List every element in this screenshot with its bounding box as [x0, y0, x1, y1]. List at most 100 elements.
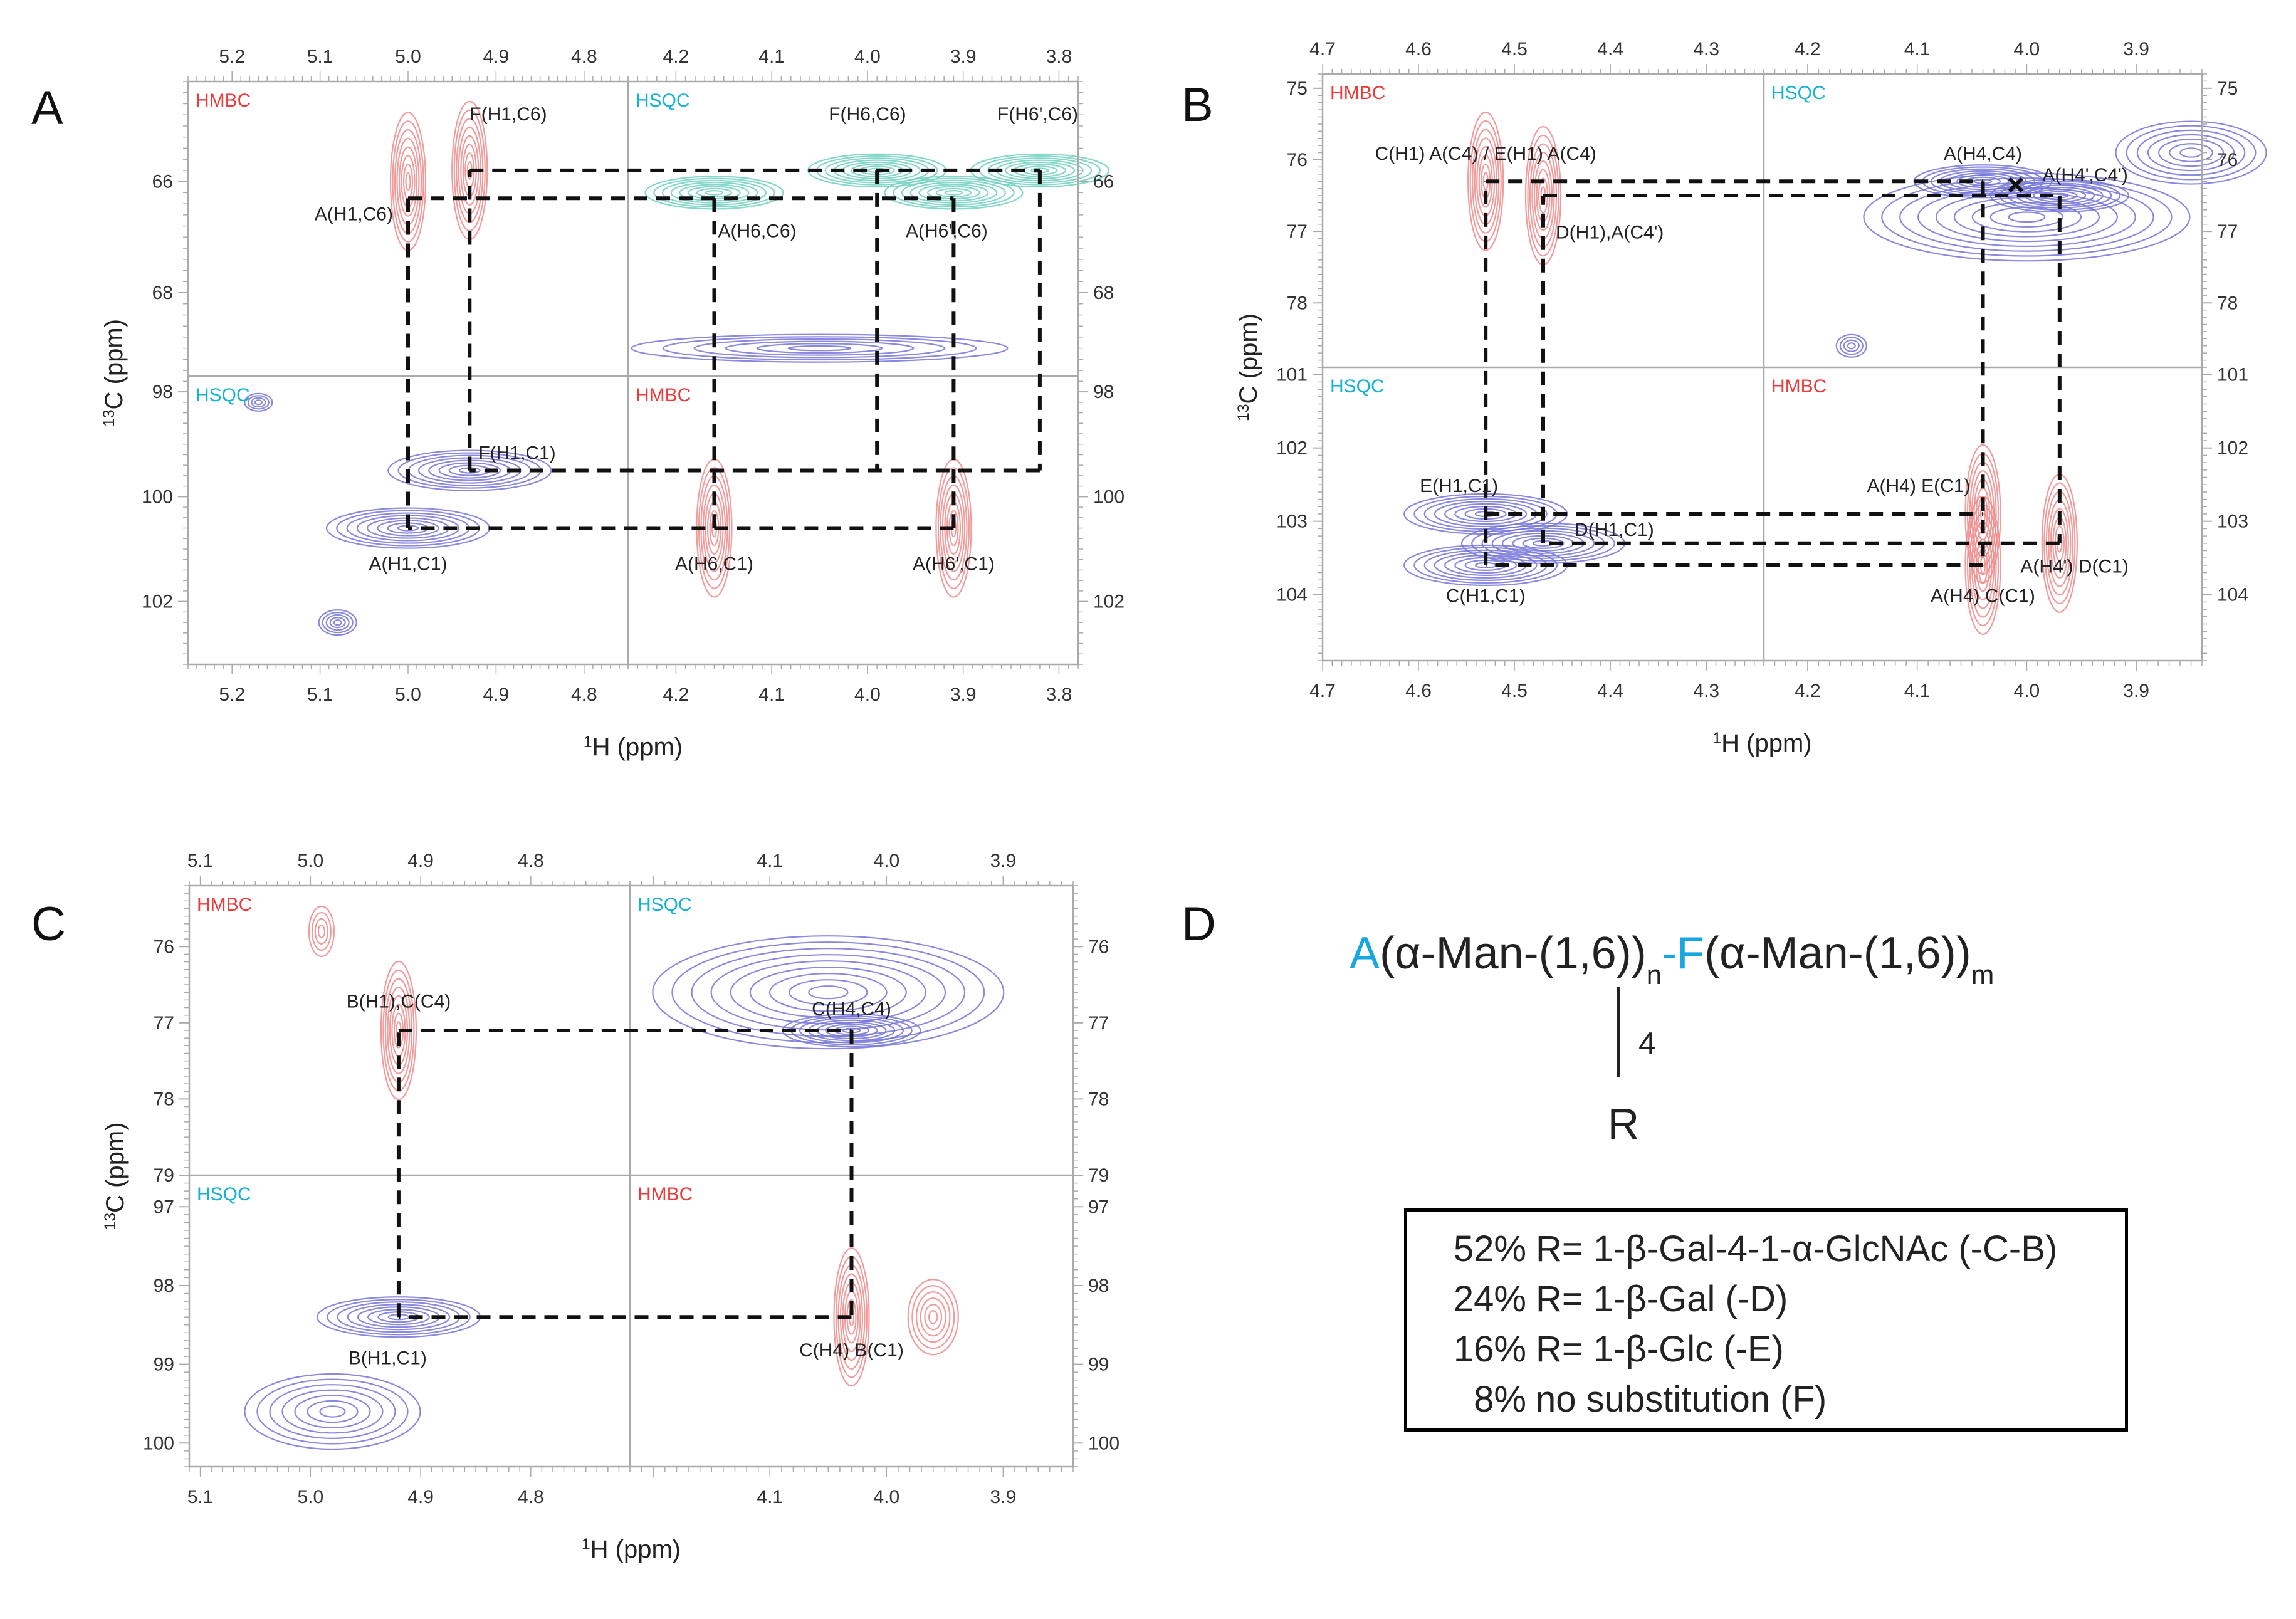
x-tick-label: 4.2	[1795, 39, 1821, 60]
peak-annotation: A(H6',C1)	[913, 553, 995, 574]
y-tick-label: 100	[1093, 486, 1124, 507]
x-tick-label: 4.2	[663, 684, 689, 705]
y-tick-label: 79	[154, 1165, 174, 1186]
quadrant-label: HMBC	[197, 894, 252, 915]
x-tick-label: 4.6	[1405, 681, 1432, 701]
peak-annotation: F(H1,C6)	[469, 104, 547, 125]
y-tick-label: 77	[1088, 1013, 1109, 1034]
x-tick-label: 3.8	[1046, 684, 1072, 705]
contour-ring	[907, 1279, 959, 1356]
table-row: 24% R= 1-β-Gal (-D)	[1407, 1274, 2125, 1324]
panel-letter: D	[1182, 898, 1216, 951]
x-tick-label: 4.2	[663, 46, 689, 67]
contour-ring	[693, 338, 946, 359]
x-tick-label: 3.9	[950, 46, 977, 67]
x-tick-label: 4.1	[1904, 39, 1931, 60]
y-tick-label: 100	[143, 1433, 174, 1454]
contour-ring	[1953, 197, 2100, 238]
contour-feature	[244, 392, 273, 412]
contour-ring	[405, 172, 411, 191]
contour-ring	[244, 392, 273, 412]
y-tick-label: 78	[154, 1089, 174, 1109]
correlation-lines	[1484, 179, 2062, 567]
y-tick-label: 77	[2217, 221, 2238, 242]
contour-ring	[1835, 333, 1867, 358]
contour-ring	[652, 935, 1005, 1050]
x-tick-label: 3.9	[950, 684, 977, 705]
nmr-panel-A: 5.2 5.2 5.1 5.1 5.0 5.0 4.9 4.9 4.8 4.8 4.2 4.2 4.1 4…	[100, 46, 1124, 761]
contour-ring	[308, 905, 335, 958]
y-tick-label: 102	[1093, 592, 1124, 612]
x-tick-label: 4.7	[1309, 39, 1336, 60]
peak-annotation: E(H1,C1)	[1420, 476, 1498, 496]
y-tick-label: 76	[2217, 150, 2238, 170]
x-tick-label: 4.4	[1597, 39, 1623, 60]
contour-ring	[2115, 120, 2267, 185]
formula: A(α-Man-(1,6))n-F(α-Man-(1,6))m 4 R	[1350, 928, 1994, 1148]
table-percent: 52%	[1453, 1229, 1526, 1269]
peak-annotation: A(H6,C6)	[718, 221, 796, 241]
contour-ring	[322, 611, 354, 634]
y-tick-label: 101	[1276, 365, 1308, 385]
peak-annotation: F(H6,C6)	[829, 104, 906, 125]
contour-ring	[1839, 337, 1864, 355]
contour-ring	[911, 1285, 955, 1349]
axis-label-text: 13C (ppm)	[102, 1122, 129, 1230]
table-row: 16% R= 1-β-Glc (-E)	[1407, 1324, 2125, 1375]
contour-ring	[808, 985, 849, 1000]
x-tick-label: 3.9	[2123, 39, 2149, 60]
y-tick-label: 66	[152, 172, 173, 192]
y-tick-label: 99	[154, 1354, 174, 1375]
contour-ring	[1527, 134, 1559, 257]
contour-ring	[2157, 139, 2225, 167]
y-tick-label: 66	[1093, 172, 1114, 192]
peak-annotation: A(H4) E(C1)	[1867, 476, 1970, 496]
y-tick-label: 102	[2217, 438, 2248, 459]
contour-ring	[924, 1304, 943, 1331]
y-axis-label: 13C (ppm)	[100, 319, 128, 427]
marker-cross	[2008, 177, 2024, 193]
peak-annotation: A(H4,C4)	[1944, 144, 2022, 164]
x-tick-label: 4.1	[758, 684, 785, 705]
contour-ring	[944, 190, 963, 196]
quadrant-label: HMBC	[1330, 83, 1385, 103]
contour-feature	[318, 609, 357, 636]
correlation-lines	[406, 168, 1042, 530]
contour-ring	[1467, 112, 1504, 251]
quadrant-label: HMBC	[637, 1184, 693, 1205]
contour-ring	[730, 960, 926, 1025]
y-tick-label: 68	[1093, 283, 1114, 303]
x-tick-label: 4.5	[1501, 681, 1528, 701]
contour-ring	[1964, 495, 2001, 636]
contour-ring	[1444, 503, 1528, 525]
branch-substituent: R	[1608, 1099, 1640, 1148]
contour-ring	[2179, 147, 2203, 158]
y-tick-label: 104	[2217, 585, 2248, 605]
peak-annotation: A(H6,C1)	[675, 553, 753, 574]
y-tick-label: 98	[1088, 1276, 1109, 1296]
contour-feature	[308, 905, 335, 958]
peak-annotation: C(H4,C4)	[812, 999, 891, 1020]
contour-ring	[787, 345, 852, 352]
x-tick-label: 4.8	[571, 46, 597, 67]
peak-annotation: F(H6',C6)	[997, 104, 1078, 125]
peak-annotation: A(H4',C4')	[2042, 165, 2127, 186]
x-tick-label: 3.9	[990, 1487, 1017, 1507]
x-tick-label: 5.0	[297, 1487, 323, 1507]
contour-ring	[1863, 172, 2191, 262]
quadrant-label: HMBC	[196, 90, 251, 111]
y-axis-label: 13C (ppm)	[1235, 313, 1262, 421]
quadrant-label: HSQC	[196, 385, 250, 406]
contour-feature	[2115, 120, 2267, 185]
substitution-table: 52% R= 1-β-Gal-4-1-α-GlcNAc (-C-B) 24% R…	[1404, 1208, 2128, 1432]
contour-ring	[2147, 134, 2235, 172]
y-tick-label: 78	[1287, 293, 1308, 313]
table-percent: 16%	[1453, 1329, 1526, 1370]
x-tick-label: 4.6	[1405, 39, 1432, 60]
x-tick-label: 4.0	[873, 1487, 899, 1507]
y-tick-label: 78	[1088, 1089, 1109, 1109]
x-tick-label: 4.0	[873, 851, 899, 871]
x-tick-label: 4.9	[407, 1487, 434, 1507]
contour-ring	[256, 1378, 409, 1445]
